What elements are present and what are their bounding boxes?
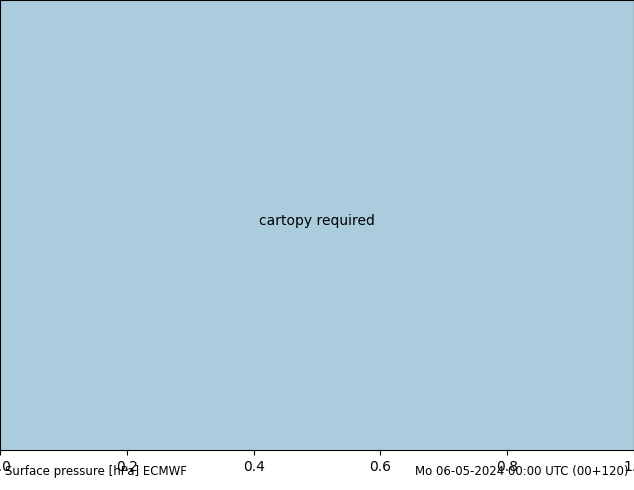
Text: Surface pressure [hPa] ECMWF: Surface pressure [hPa] ECMWF: [5, 466, 187, 478]
Text: cartopy required: cartopy required: [259, 214, 375, 228]
Text: Mo 06-05-2024 00:00 UTC (00+120): Mo 06-05-2024 00:00 UTC (00+120): [415, 466, 629, 478]
